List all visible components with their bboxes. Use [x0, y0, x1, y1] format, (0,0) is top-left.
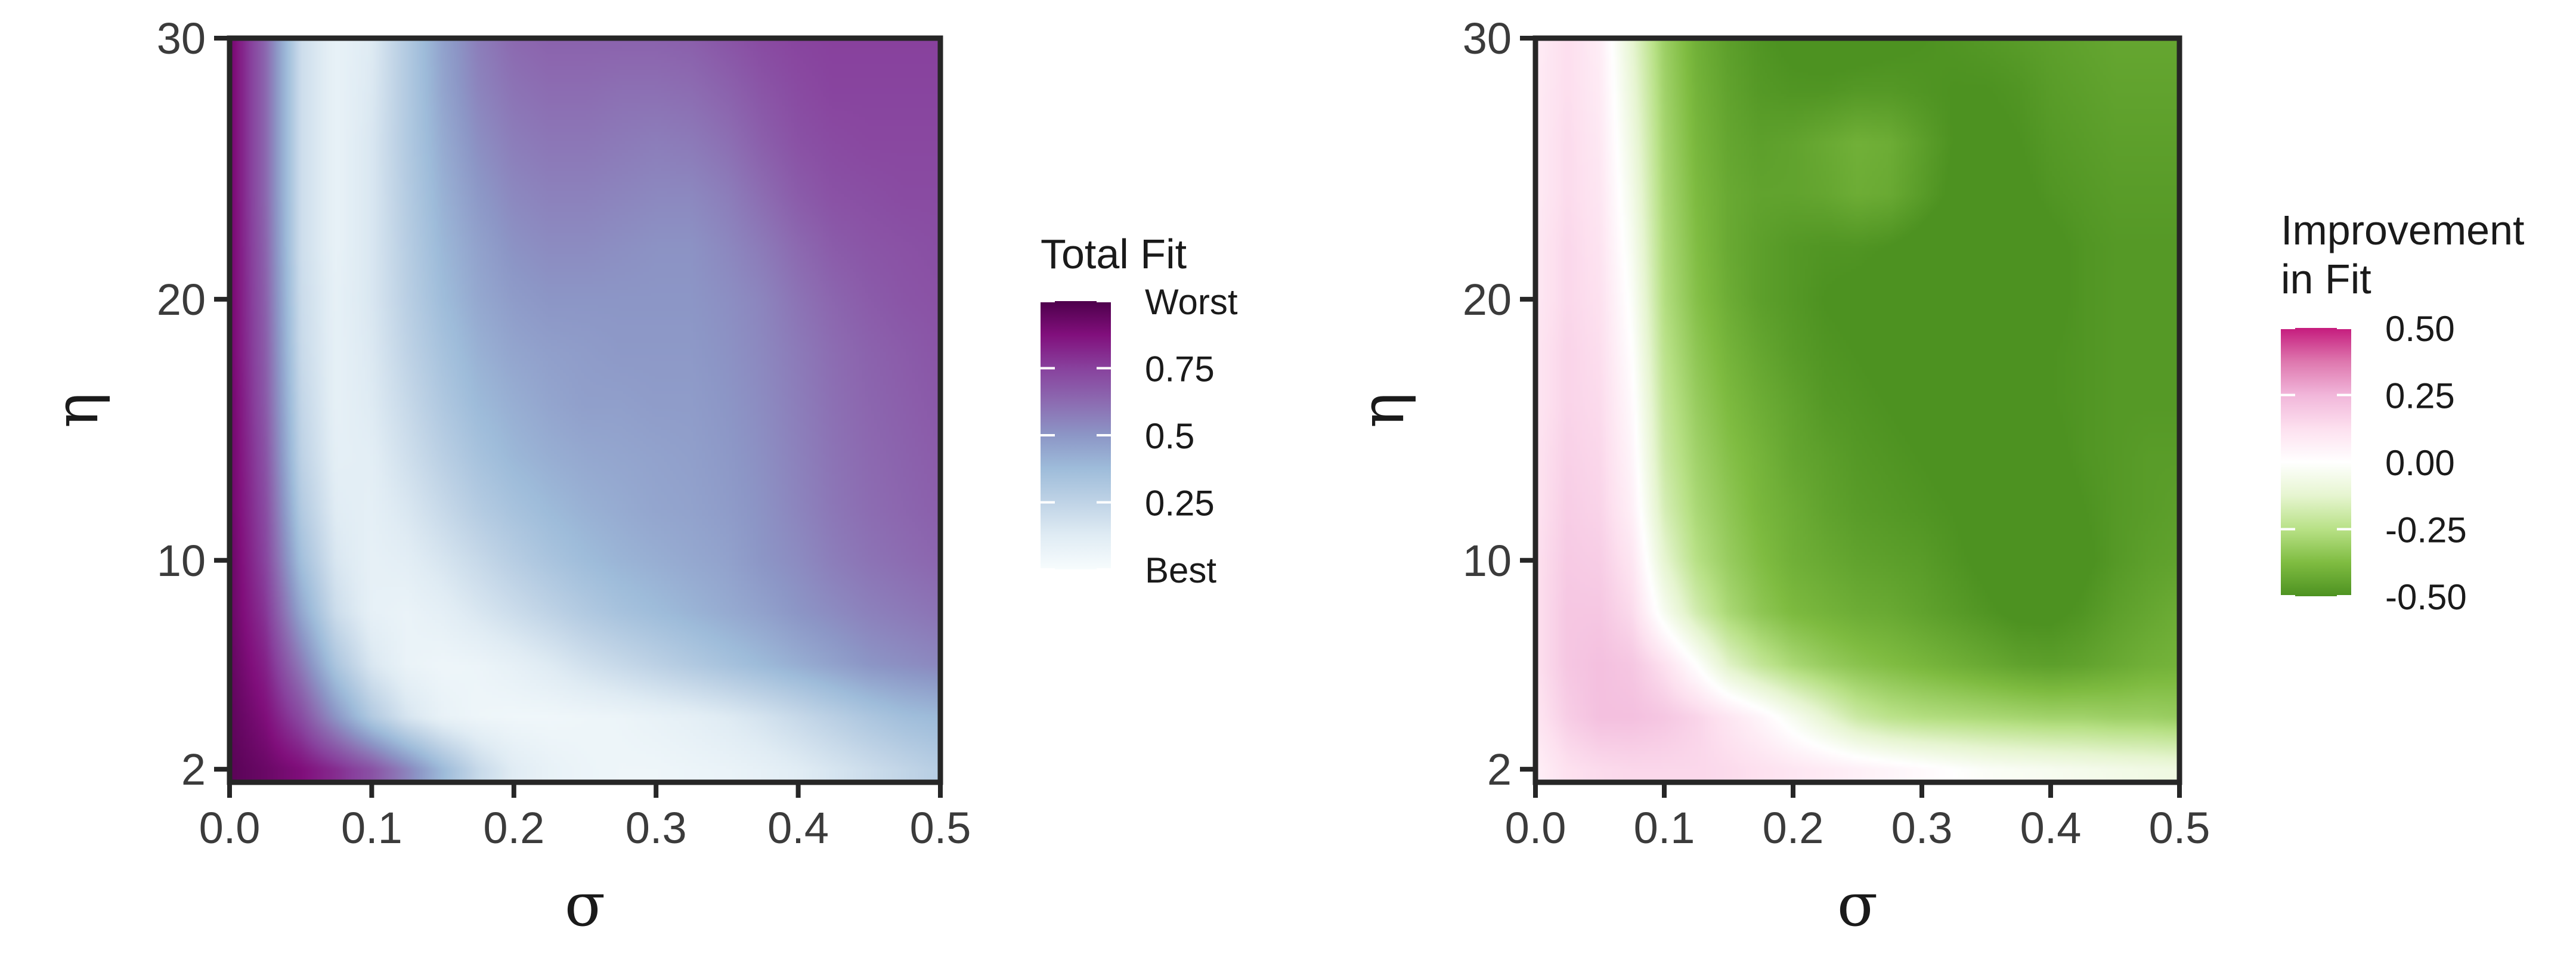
legend-label: 0.25	[2385, 376, 2455, 416]
x-tick-label: 0.3	[1891, 803, 1953, 853]
y-tick-label: 10	[1463, 536, 1512, 586]
legend-label: 0.75	[1145, 349, 1215, 389]
x-axis-title: σ	[565, 870, 605, 940]
x-tick-label: 0.2	[1763, 803, 1824, 853]
y-tick-label: 30	[157, 14, 206, 63]
y-tick-label: 30	[1463, 14, 1512, 63]
improvement-plot-frame	[1532, 35, 2182, 785]
total-fit-plot-frame	[227, 35, 943, 785]
x-tick-label: 0.5	[910, 803, 971, 853]
legend-label: 0.5	[1145, 416, 1194, 456]
y-tick-label: 20	[1463, 275, 1512, 324]
total-fit-legend-title: Total Fit	[1041, 231, 1187, 277]
total-fit-heatmap-surface	[230, 38, 940, 782]
improvement-heatmap-surface	[1535, 38, 2179, 782]
y-tick-label: 20	[157, 275, 206, 324]
x-tick-label: 0.1	[1634, 803, 1695, 853]
legend-label: Worst	[1145, 282, 1238, 322]
y-tick-label: 2	[181, 745, 206, 794]
improvement-legend-title: Improvement	[2281, 207, 2524, 253]
x-axis-title: σ	[1837, 870, 1878, 940]
x-tick-label: 0.5	[2149, 803, 2210, 853]
legend-label: 0.25	[1145, 484, 1215, 524]
legend-label: Best	[1145, 550, 1216, 590]
legend-label: 0.00	[2385, 443, 2455, 483]
total-fit-heatmap-panel: 0.0 0.1 0.2 0.3 0.4 0.5 2 10 20 30 σ η Total Fit Wors…	[42, 14, 1238, 940]
y-tick-label: 10	[157, 536, 206, 586]
legend-label: 0.50	[2385, 309, 2455, 349]
improvement-legend-title: in Fit	[2281, 256, 2371, 302]
x-tick-label: 0.1	[341, 803, 402, 853]
x-tick-label: 0.4	[767, 803, 829, 853]
y-axis-title: η	[42, 392, 112, 428]
x-tick-label: 0.0	[199, 803, 261, 853]
legend-label: -0.25	[2385, 510, 2467, 550]
x-tick-label: 0.0	[1505, 803, 1566, 853]
x-tick-label: 0.4	[2020, 803, 2082, 853]
legend-label: -0.50	[2385, 577, 2467, 617]
improvement-heatmap-panel: 0.0 0.1 0.2 0.3 0.4 0.5 2 10 20 30 σ η Improvementin…	[1348, 14, 2524, 940]
x-tick-label: 0.2	[483, 803, 544, 853]
x-tick-label: 0.3	[626, 803, 687, 853]
y-tick-label: 2	[1487, 745, 1512, 794]
y-axis-title: η	[1348, 392, 1417, 428]
